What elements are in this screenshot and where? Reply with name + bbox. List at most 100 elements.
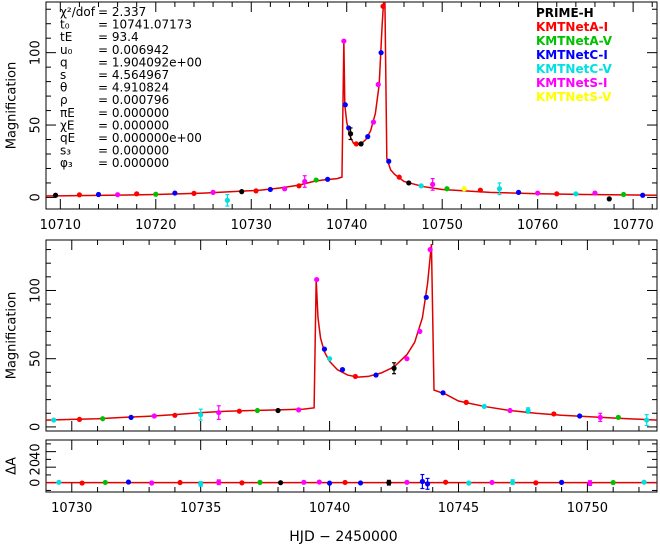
data-point <box>615 414 621 420</box>
data-point <box>51 417 57 423</box>
data-point <box>172 190 178 196</box>
data-point <box>339 367 346 373</box>
x-tick-label: 10740 <box>326 218 367 233</box>
data-point <box>404 479 410 485</box>
data-point <box>481 403 487 410</box>
data-point <box>466 480 472 486</box>
x-tick-label: 10735 <box>180 501 221 516</box>
parameter-value: = 93.4 <box>98 30 139 44</box>
parameter-value: = 2.337 <box>98 5 146 19</box>
data-point <box>198 412 204 418</box>
data-point <box>239 480 245 486</box>
data-point <box>461 186 467 192</box>
data-point <box>216 479 222 485</box>
x-tick-label: 10745 <box>438 501 479 516</box>
data-point <box>52 192 59 198</box>
data-point <box>326 356 333 362</box>
data-point <box>198 481 204 487</box>
data-point <box>606 196 612 202</box>
y-tick-label: 100 <box>29 278 44 303</box>
data-point <box>353 141 359 147</box>
data-point <box>507 407 513 414</box>
data-point <box>373 372 379 378</box>
data-point <box>620 191 627 198</box>
data-point <box>510 479 516 485</box>
y-axis-label: Magnification <box>5 62 20 150</box>
data-point <box>100 416 106 422</box>
data-point <box>404 356 410 362</box>
data-point <box>533 480 539 486</box>
data-point <box>554 191 560 197</box>
data-point <box>115 192 121 198</box>
data-point <box>535 190 541 196</box>
data-point <box>418 183 424 189</box>
data-point <box>444 186 450 192</box>
data-point <box>216 409 222 416</box>
residual-panel-frame <box>45 439 658 493</box>
data-point <box>496 186 503 192</box>
data-point <box>321 346 328 352</box>
parameter-symbol: q <box>60 55 68 69</box>
data-point <box>302 178 308 185</box>
data-point <box>423 294 429 300</box>
data-point <box>525 407 531 414</box>
y-axis-label: Magnification <box>5 292 20 380</box>
data-point <box>386 158 392 164</box>
x-tick-label: 10710 <box>40 218 81 233</box>
data-point <box>644 417 650 423</box>
top-panel-frame <box>45 1 658 210</box>
data-point <box>210 189 216 195</box>
data-point <box>365 134 371 140</box>
x-tick-label: 10740 <box>309 501 350 516</box>
data-point <box>342 102 348 108</box>
parameter-symbol: s₃ <box>60 144 71 158</box>
data-point <box>391 365 397 371</box>
data-point <box>134 191 140 197</box>
parameter-value: = 0.000000 <box>98 106 169 120</box>
data-point <box>587 480 593 486</box>
data-point <box>610 479 616 486</box>
data-point <box>95 191 102 198</box>
data-point <box>342 479 348 486</box>
y-tick-label: 0 <box>29 479 44 487</box>
parameter-symbol: θ <box>60 81 67 95</box>
data-point <box>419 478 425 485</box>
y-tick-label: 50 <box>29 117 44 134</box>
data-point <box>296 407 302 413</box>
parameter-symbol: πE <box>60 106 75 120</box>
parameter-value: = 0.000796 <box>98 93 169 107</box>
x-tick-label: 10730 <box>51 501 92 516</box>
data-point <box>442 479 449 485</box>
data-point <box>640 192 646 198</box>
model-curve <box>46 244 657 421</box>
data-point <box>430 181 436 187</box>
parameter-value: = 0.000000 <box>98 118 169 132</box>
parameter-symbol: χ²/dof <box>60 5 96 19</box>
data-point <box>275 407 281 414</box>
data-point <box>301 479 307 485</box>
y-tick-label: 0 <box>29 423 44 431</box>
data-point <box>125 479 132 485</box>
parameter-symbol: s <box>60 68 66 82</box>
x-axis-label: HJD − 2450000 <box>289 529 397 545</box>
data-point <box>386 480 392 486</box>
data-point <box>102 479 108 486</box>
data-point <box>257 479 263 485</box>
data-point <box>76 416 83 423</box>
legend-entry: KMTNetS-V <box>536 90 612 104</box>
y-tick-label: 0 <box>29 193 44 201</box>
data-point <box>177 479 183 486</box>
parameter-symbol: t₀ <box>60 18 70 32</box>
data-point <box>254 407 261 414</box>
data-point <box>378 50 384 56</box>
top-lightcurve-panel: 10710 10720 10730 10740 10750 10760 10770 0 50 10… <box>5 1 658 233</box>
data-point <box>79 480 85 486</box>
data-point <box>440 390 446 396</box>
data-point <box>325 176 331 182</box>
data-point <box>370 119 377 125</box>
parameter-symbol: tE <box>60 30 72 44</box>
data-point <box>477 187 483 193</box>
parameter-value: = 1.904092e+00 <box>98 55 202 69</box>
data-point <box>551 411 557 417</box>
